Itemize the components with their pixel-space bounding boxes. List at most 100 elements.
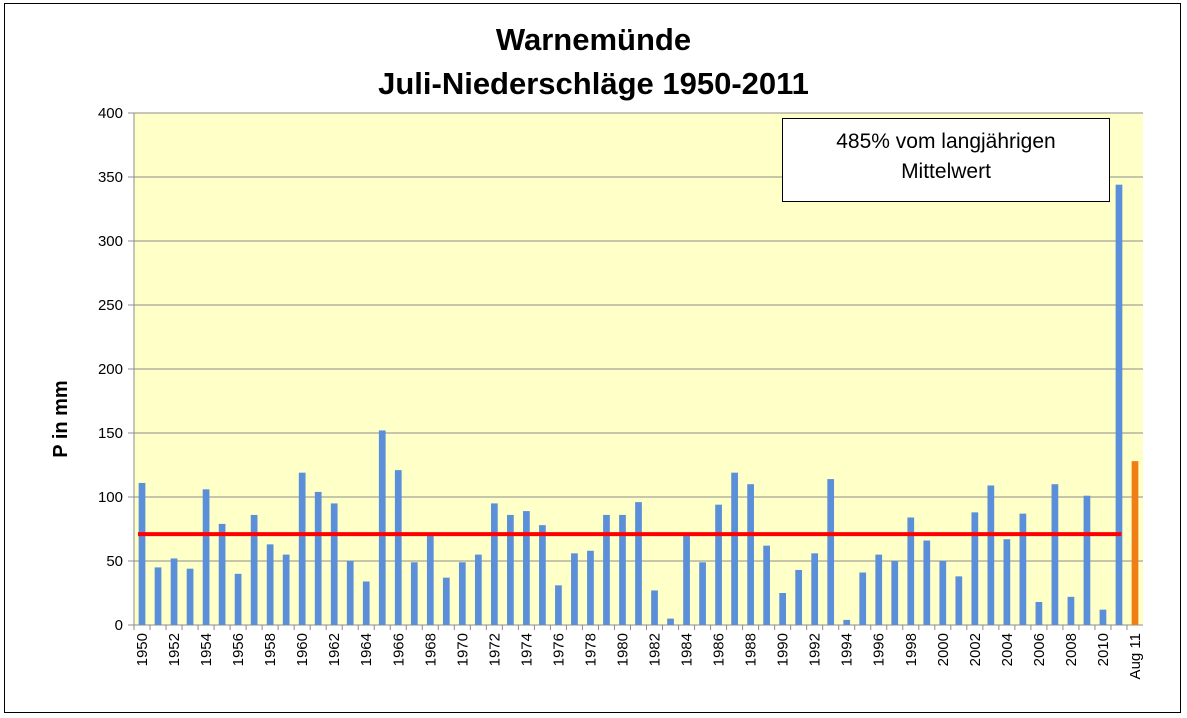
bar xyxy=(474,554,482,625)
bar xyxy=(939,561,947,625)
bar xyxy=(875,554,883,625)
x-tick-label: 1958 xyxy=(262,633,279,666)
bar xyxy=(1099,609,1107,625)
x-tick-label: 1974 xyxy=(518,633,535,666)
bar xyxy=(651,590,658,625)
bar xyxy=(1083,495,1091,625)
bar xyxy=(987,485,995,625)
bar xyxy=(859,572,867,625)
bar xyxy=(635,502,642,625)
bar xyxy=(186,568,194,625)
bar xyxy=(266,544,274,625)
x-tick-label: 1952 xyxy=(166,633,183,666)
bar xyxy=(234,573,242,625)
bar xyxy=(715,504,722,625)
bar xyxy=(202,489,210,625)
x-tick-label: 1968 xyxy=(422,633,439,666)
x-tick-label: 2004 xyxy=(999,633,1016,666)
bar xyxy=(955,576,963,625)
y-tick-label: 50 xyxy=(106,553,123,570)
x-tick-label: 1996 xyxy=(871,633,888,666)
bar xyxy=(458,562,466,625)
bar xyxy=(138,482,146,625)
bar xyxy=(811,553,819,625)
y-tick-label: 250 xyxy=(98,297,123,314)
bar xyxy=(555,585,562,625)
bar xyxy=(587,550,594,625)
x-tick-label: 1962 xyxy=(326,633,343,666)
y-tick-label: 100 xyxy=(98,489,123,506)
annotation-line-1: 485% vom langjährigen xyxy=(836,130,1056,153)
x-tick-label: 1964 xyxy=(358,633,375,666)
annotation-box: 485% vom langjährigen Mittelwert xyxy=(782,118,1110,202)
x-tick-label: 1982 xyxy=(647,633,664,666)
bar xyxy=(282,554,290,625)
bar xyxy=(699,562,706,625)
bar xyxy=(923,540,931,625)
bar xyxy=(619,514,626,625)
bar xyxy=(827,479,835,625)
x-tick-label: 1984 xyxy=(679,633,696,666)
bar xyxy=(362,581,370,625)
x-tick-label: 2010 xyxy=(1095,633,1112,666)
bar xyxy=(843,619,851,625)
x-tick-label: 1954 xyxy=(198,633,215,666)
bar xyxy=(442,577,450,625)
x-tick-label: 1998 xyxy=(903,633,920,666)
x-tick-label: 1966 xyxy=(390,633,407,666)
bar xyxy=(1019,513,1027,625)
bar xyxy=(795,569,803,625)
x-tick-label: 1994 xyxy=(839,633,856,666)
bar xyxy=(314,491,322,625)
y-tick-label: 150 xyxy=(98,425,123,442)
bar xyxy=(683,532,690,625)
bar xyxy=(218,523,226,625)
bar xyxy=(330,503,338,625)
annotation-line-2: Mittelwert xyxy=(901,160,991,183)
x-tick-label: 1972 xyxy=(486,633,503,666)
bar xyxy=(410,562,418,625)
x-tick-label: 1950 xyxy=(134,633,151,666)
chart-subtitle: Juli-Niederschläge 1950-2011 xyxy=(378,66,809,101)
x-tick-label: 1980 xyxy=(614,633,631,666)
bar xyxy=(426,532,434,625)
chart-title: Warnemünde xyxy=(495,22,692,57)
x-tick-label: 1978 xyxy=(582,633,599,666)
x-tick-label: 2008 xyxy=(1063,633,1080,666)
bar xyxy=(571,553,578,625)
bar xyxy=(1067,596,1075,625)
y-tick-label: 350 xyxy=(98,169,123,186)
y-axis-label: P in mm xyxy=(50,380,72,457)
bar xyxy=(907,517,915,625)
x-tick-label: 1960 xyxy=(294,633,311,666)
bar xyxy=(490,503,498,625)
bar xyxy=(1003,539,1011,625)
bar xyxy=(971,512,979,625)
bar xyxy=(603,514,610,625)
x-tick-label: 1986 xyxy=(711,633,728,666)
bar xyxy=(891,561,899,625)
x-tick-label: 1988 xyxy=(743,633,760,666)
x-tick-label: 1990 xyxy=(775,633,792,666)
bar xyxy=(170,558,178,625)
x-tick-label: 1976 xyxy=(550,633,567,666)
x-tick-label: 2002 xyxy=(967,633,984,666)
bar xyxy=(1115,184,1123,625)
bar xyxy=(346,561,354,625)
bar xyxy=(507,514,514,625)
bar xyxy=(298,472,306,625)
y-tick-label: 300 xyxy=(98,233,123,250)
x-tick-label: Aug 11 xyxy=(1127,633,1144,679)
y-tick-label: 0 xyxy=(115,617,123,634)
x-tick-label: 2000 xyxy=(935,633,952,666)
bar xyxy=(523,511,530,625)
x-tick-label: 2006 xyxy=(1031,633,1048,666)
x-tick-label: 1970 xyxy=(454,633,471,666)
bar xyxy=(1051,484,1059,625)
x-tick-label: 1992 xyxy=(807,633,824,666)
bar xyxy=(1131,461,1139,625)
bar xyxy=(731,472,738,625)
bar xyxy=(779,593,787,625)
bar xyxy=(394,470,402,625)
